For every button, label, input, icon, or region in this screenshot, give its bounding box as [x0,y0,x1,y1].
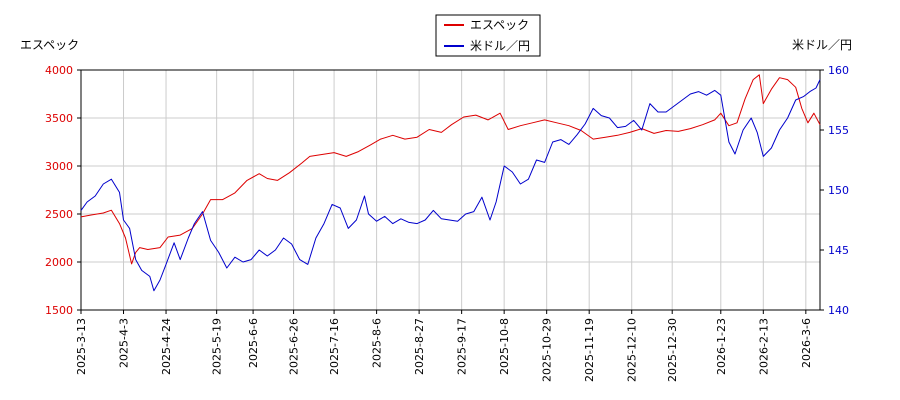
left-tick-label: 3500 [45,112,73,125]
right-tick-label: 160 [828,64,849,77]
right-axis-label: 米ドル／円 [792,38,852,52]
x-tick-label: 2025-5-19 [211,318,224,375]
left-tick-label: 1500 [45,304,73,317]
x-tick-label: 2026-1-23 [715,318,728,375]
x-tick-label: 2025-6-26 [288,318,301,375]
x-tick-label: 2025-3-13 [75,318,88,375]
x-tick-label: 2025-6-6 [247,318,260,368]
left-tick-label: 2500 [45,208,73,221]
legend: エスペック 米ドル／円 [435,14,541,57]
x-tick-label: 2025-7-16 [328,318,341,375]
left-tick-label: 4000 [45,64,73,77]
x-tick-label: 2025-10-29 [541,318,554,382]
left-tick-label: 2000 [45,256,73,269]
x-tick-label: 2026-2-13 [757,318,770,375]
left-tick-label: 3000 [45,160,73,173]
plot-area-border [80,69,821,311]
x-tick-label: 2025-12-10 [626,318,639,382]
x-tick-label: 2025-4-3 [118,318,131,368]
x-tick-label: 2025-9-17 [456,318,469,375]
right-tick-label: 140 [828,304,849,317]
x-tick-label: 2025-10-8 [498,318,511,375]
series-line-usdjpy [80,79,821,292]
x-tick-label: 2026-3-6 [800,318,813,368]
series-line-espec [80,74,821,265]
x-tick-label: 2025-8-27 [413,318,426,375]
right-tick-label: 150 [828,184,849,197]
grid-lines [80,69,820,311]
x-tick-label: 2025-8-6 [371,318,384,368]
series-lines [80,74,821,292]
x-tick-label: 2025-11-19 [583,318,596,382]
right-tick-label: 145 [828,244,849,257]
left-axis-label: エスペック [20,38,79,52]
legend-label-espec: エスペック [470,18,529,32]
axes: 1500 2000 2500 3000 3500 4000 140 145 150 155 160 2… [45,64,849,382]
right-tick-label: 155 [828,124,849,137]
legend-box [435,14,541,57]
legend-label-usdjpy: 米ドル／円 [470,39,530,53]
x-tick-label: 2025-12-30 [666,318,679,382]
x-tick-label: 2025-4-24 [160,318,173,375]
